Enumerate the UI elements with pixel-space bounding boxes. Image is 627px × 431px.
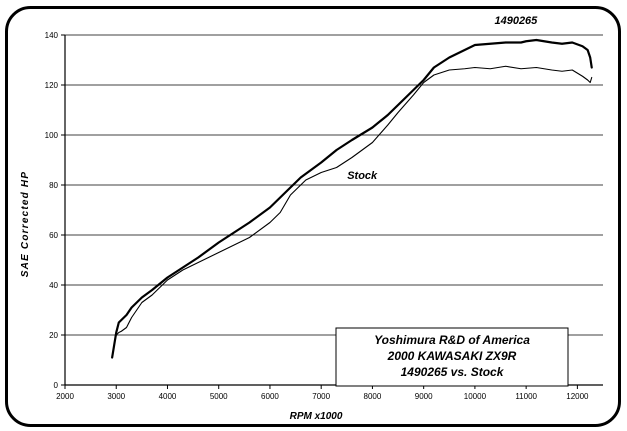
series-label-exhaust: 1490265	[494, 15, 538, 27]
y-tick-label: 140	[45, 31, 59, 40]
series-line-exhaust	[111, 38, 593, 359]
y-axis-title: SAE Corrected HP	[20, 171, 31, 277]
annotation-line-1: Yoshimura R&D of America	[374, 333, 530, 347]
chart: 0 20 40 60 80 100 120 140 2000 3000 4000 5000 6000 70…	[5, 6, 621, 427]
x-tick-label: 9000	[415, 392, 433, 401]
x-tick-label: 11000	[515, 392, 537, 401]
y-tick-label: 60	[49, 231, 58, 240]
series-label-stock: Stock	[347, 170, 378, 182]
y-tick-label: 120	[45, 81, 59, 90]
chart-border	[5, 6, 621, 427]
x-tick-label: 2000	[56, 392, 74, 401]
series-line-stock	[111, 65, 593, 359]
x-axis-title: RPM x1000	[290, 411, 343, 422]
y-tick-label: 100	[45, 131, 59, 140]
y-tick-label: 40	[49, 281, 58, 290]
x-tick-label: 4000	[159, 392, 177, 401]
annotation-line-2: 2000 KAWASAKI ZX9R	[387, 349, 517, 363]
x-tick-label: 5000	[210, 392, 228, 401]
annotation-box-frame	[335, 327, 569, 387]
y-tick-label: 20	[49, 331, 58, 340]
annotation-box: Yoshimura R&D of America 2000 KAWASAKI Z…	[335, 327, 569, 387]
annotation-line-3: 1490265 vs. Stock	[401, 365, 505, 379]
y-tick-label: 80	[49, 181, 58, 190]
x-tick-label: 3000	[107, 392, 125, 401]
y-tick-label: 0	[54, 381, 59, 390]
x-tick-label: 6000	[261, 392, 279, 401]
x-tick-label: 12000	[566, 392, 589, 401]
x-tick-label: 10000	[464, 392, 487, 401]
x-tick-label: 7000	[312, 392, 330, 401]
x-tick-label: 8000	[364, 392, 382, 401]
